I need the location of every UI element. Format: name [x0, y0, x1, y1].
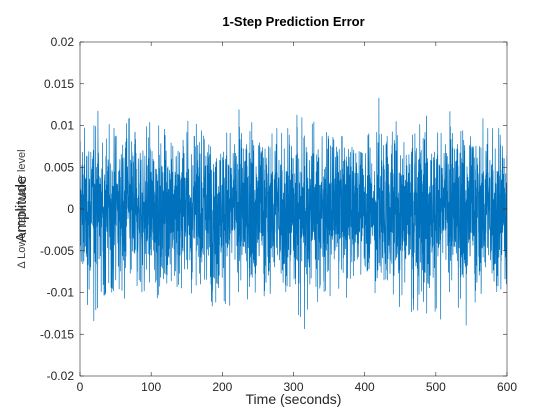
tick-layer: 0 100 200 300 400 500 600 -0.02 -0.015 -0.01 -0.00… — [40, 35, 517, 394]
x-tick-label: 0 — [77, 380, 84, 394]
series-layer — [80, 97, 507, 330]
y-tick-label: -0.01 — [47, 286, 75, 300]
prediction-error-series-line — [80, 97, 507, 330]
y-tick-label: 0.005 — [44, 160, 74, 174]
y-tick-label: 0 — [67, 202, 74, 216]
x-tick-label: 300 — [283, 380, 303, 394]
y-tick-label: -0.02 — [47, 369, 75, 383]
x-axis-label: Time (seconds) — [246, 391, 342, 407]
y-tick-label: -0.015 — [40, 327, 74, 341]
x-tick-label: 100 — [141, 380, 161, 394]
y-channel-label: Δ Lower tank water level — [16, 149, 28, 268]
chart-title: 1-Step Prediction Error — [222, 14, 364, 29]
x-tick-label: 200 — [212, 380, 232, 394]
x-tick-label: 500 — [426, 380, 446, 394]
y-tick-label: 0.02 — [51, 35, 75, 49]
y-tick-label: 0.015 — [44, 77, 74, 91]
x-tick-label: 600 — [497, 380, 517, 394]
y-axis-label: Amplitude — [13, 176, 30, 243]
x-tick-label: 400 — [355, 380, 375, 394]
y-tick-label: -0.005 — [40, 244, 74, 258]
y-tick-label: 0.01 — [51, 119, 75, 133]
